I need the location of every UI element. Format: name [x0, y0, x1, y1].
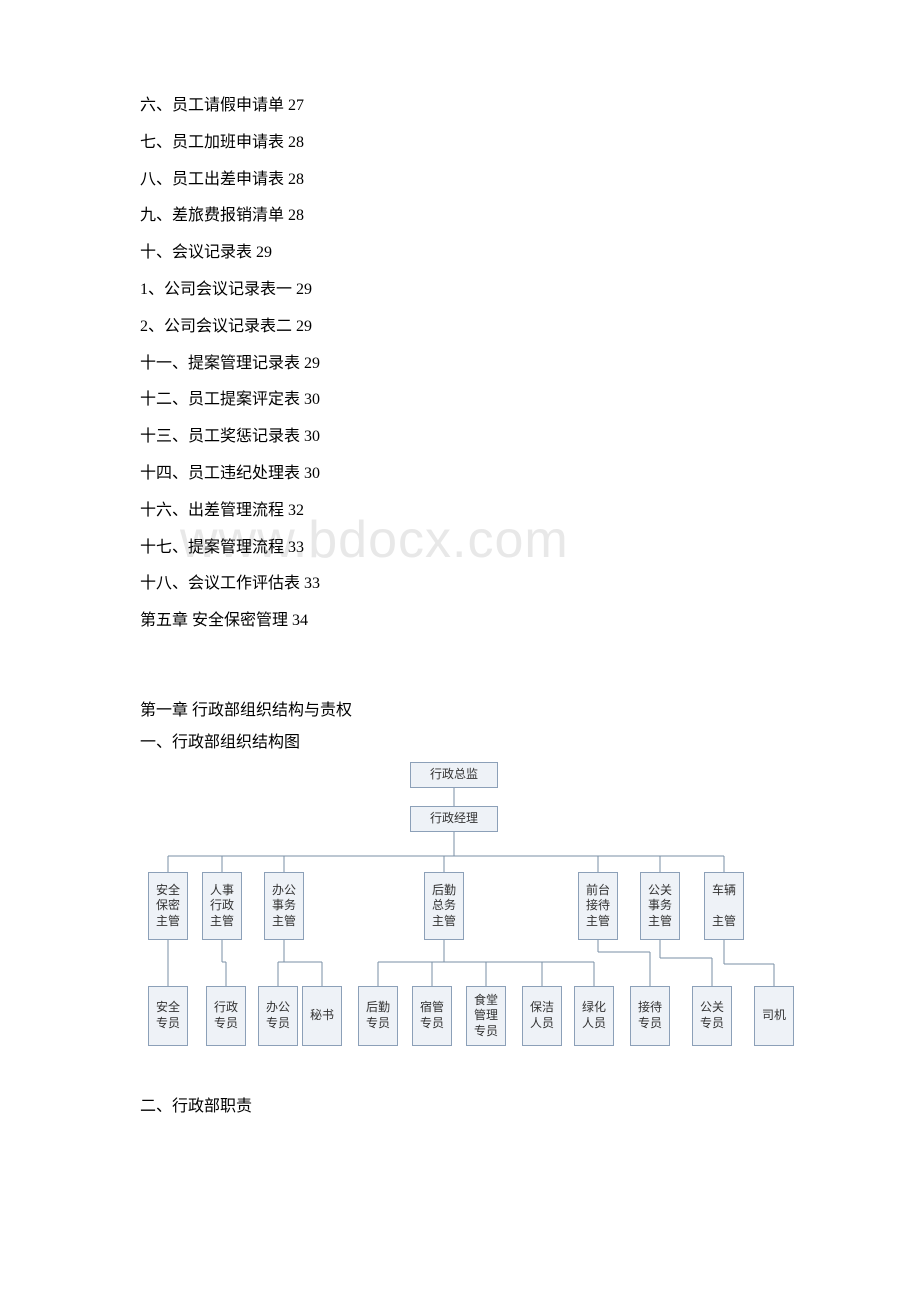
- toc-item: 十、会议记录表 29: [140, 237, 920, 270]
- toc-item: 十七、提案管理流程 33: [140, 532, 920, 565]
- org-node-l3: 食堂管理专员: [466, 986, 506, 1046]
- org-node-l3: 司机: [754, 986, 794, 1046]
- org-node-l3: 绿化人员: [574, 986, 614, 1046]
- toc-item: 六、员工请假申请单 27: [140, 90, 920, 123]
- org-node-l3: 宿管专员: [412, 986, 452, 1046]
- org-node-l2: 人事行政主管: [202, 872, 242, 940]
- org-node-l3: 秘书: [302, 986, 342, 1046]
- org-node-manager: 行政经理: [410, 806, 498, 832]
- toc-item: 九、差旅费报销清单 28: [140, 200, 920, 233]
- org-node-director: 行政总监: [410, 762, 498, 788]
- toc-item: 十一、提案管理记录表 29: [140, 348, 920, 381]
- toc-item: 2、公司会议记录表二 29: [140, 311, 920, 344]
- toc-item: 十八、会议工作评估表 33: [140, 568, 920, 601]
- toc-item: 十六、出差管理流程 32: [140, 495, 920, 528]
- org-node-l2: 前台接待主管: [578, 872, 618, 940]
- section-title: 二、行政部职责: [140, 1092, 920, 1116]
- org-node-l3: 接待专员: [630, 986, 670, 1046]
- org-node-l3: 安全专员: [148, 986, 188, 1046]
- toc-item: 八、员工出差申请表 28: [140, 164, 920, 197]
- org-node-l3: 行政专员: [206, 986, 246, 1046]
- org-node-l2: 后勤总务主管: [424, 872, 464, 940]
- org-node-l2: 办公事务主管: [264, 872, 304, 940]
- toc-item: 十四、员工违纪处理表 30: [140, 458, 920, 491]
- org-node-l3: 公关专员: [692, 986, 732, 1046]
- section-title: 一、行政部组织结构图: [140, 728, 920, 752]
- org-node-l3: 后勤专员: [358, 986, 398, 1046]
- toc-item: 第五章 安全保密管理 34: [140, 605, 920, 638]
- toc-item: 1、公司会议记录表一 29: [140, 274, 920, 307]
- page-content: 六、员工请假申请单 27 七、员工加班申请表 28 八、员工出差申请表 28 九…: [140, 90, 920, 1116]
- org-node-l2: 安全保密主管: [148, 872, 188, 940]
- toc-item: 十三、员工奖惩记录表 30: [140, 421, 920, 454]
- toc-item: 七、员工加班申请表 28: [140, 127, 920, 160]
- chapter-title: 第一章 行政部组织结构与责权: [140, 696, 920, 720]
- toc-item: 十二、员工提案评定表 30: [140, 384, 920, 417]
- org-node-l2: 公关事务主管: [640, 872, 680, 940]
- org-chart: 行政总监 行政经理 安全保密主管 人事行政主管 办公事务主管 后勤总务主管 前台…: [130, 762, 830, 1072]
- org-node-l3: 保洁人员: [522, 986, 562, 1046]
- org-node-l3: 办公专员: [258, 986, 298, 1046]
- org-node-l2: 车辆 主管: [704, 872, 744, 940]
